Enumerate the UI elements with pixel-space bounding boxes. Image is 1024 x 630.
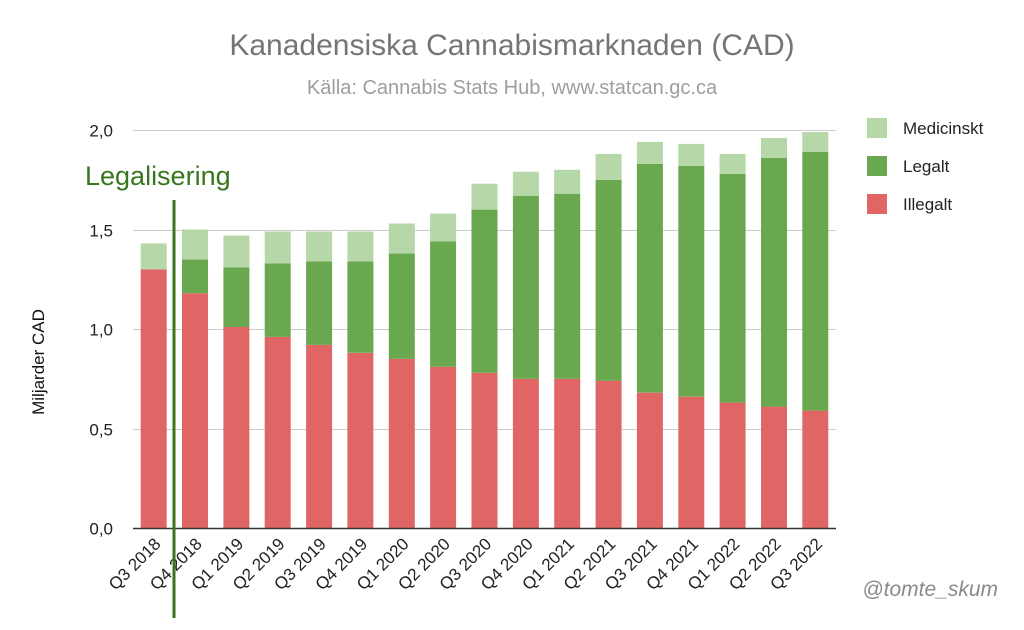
legend-label-illegalt: Illegalt bbox=[903, 195, 952, 214]
bar-legalt bbox=[306, 261, 333, 345]
bar-legalt bbox=[264, 263, 291, 337]
bar-medicinskt bbox=[678, 143, 705, 166]
bar-legalt bbox=[347, 261, 374, 353]
y-axis-ticks: 0,0 0,5 1,0 1,5 2,0 bbox=[89, 122, 113, 539]
bar-medicinskt bbox=[306, 231, 333, 262]
bar-medicinskt bbox=[512, 171, 539, 196]
bar-illegalt bbox=[388, 358, 415, 528]
bar-medicinskt bbox=[636, 141, 663, 164]
bar-medicinskt bbox=[347, 231, 374, 262]
chart-subtitle: Källa: Cannabis Stats Hub, www.statcan.g… bbox=[307, 77, 718, 99]
bar-legalt bbox=[761, 157, 787, 407]
bar-illegalt bbox=[595, 380, 622, 528]
legend-swatch-legalt bbox=[867, 156, 887, 176]
chart-title: Kanadensiska Cannabismarknaden (CAD) bbox=[229, 29, 794, 62]
y-tick-label: 0,0 bbox=[89, 520, 113, 539]
bar-illegalt bbox=[182, 293, 208, 528]
legend-swatch-medicinskt bbox=[867, 118, 887, 138]
bar-medicinskt bbox=[140, 243, 167, 270]
bar-medicinskt bbox=[761, 138, 787, 158]
legend-swatch-illegalt bbox=[867, 194, 887, 214]
bar-illegalt bbox=[140, 269, 167, 528]
y-axis-label: Miljarder CAD bbox=[29, 309, 48, 415]
bar-medicinskt bbox=[554, 169, 581, 194]
bar-medicinskt bbox=[264, 231, 291, 264]
bar-legalt bbox=[802, 151, 829, 411]
bar-illegalt bbox=[554, 378, 581, 529]
bar-illegalt bbox=[471, 372, 498, 528]
legend: Medicinskt Legalt Illegalt bbox=[867, 118, 984, 214]
bar-legalt bbox=[719, 173, 746, 403]
y-tick-label: 2,0 bbox=[89, 122, 113, 141]
bar-illegalt bbox=[678, 396, 705, 528]
legalisation-annotation: Legalisering bbox=[85, 161, 231, 191]
bar-legalt bbox=[223, 267, 250, 327]
bar-medicinskt bbox=[388, 223, 415, 254]
bar-medicinskt bbox=[719, 153, 746, 174]
bar-illegalt bbox=[347, 352, 374, 528]
bar-illegalt bbox=[636, 392, 663, 528]
bar-medicinskt bbox=[471, 183, 498, 210]
bar-illegalt bbox=[430, 366, 457, 528]
bar-legalt bbox=[678, 165, 705, 397]
author-credit: @tomte_skum bbox=[862, 578, 998, 601]
bar-illegalt bbox=[264, 337, 291, 528]
y-tick-label: 0,5 bbox=[89, 421, 113, 440]
bar-legalt bbox=[182, 259, 208, 294]
bar-legalt bbox=[636, 163, 663, 393]
bar-medicinskt bbox=[802, 132, 829, 152]
bar-illegalt bbox=[761, 406, 787, 528]
bar-medicinskt bbox=[595, 153, 622, 180]
bar-legalt bbox=[471, 209, 498, 373]
legend-label-legalt: Legalt bbox=[903, 157, 950, 176]
y-tick-label: 1,0 bbox=[89, 321, 113, 340]
bar-illegalt bbox=[223, 327, 250, 528]
y-tick-label: 1,5 bbox=[89, 222, 113, 241]
bars bbox=[140, 132, 829, 529]
bar-medicinskt bbox=[223, 235, 250, 268]
bar-illegalt bbox=[306, 344, 333, 528]
bar-illegalt bbox=[512, 378, 539, 529]
bar-legalt bbox=[388, 253, 415, 359]
bar-medicinskt bbox=[182, 229, 208, 260]
bar-legalt bbox=[512, 195, 539, 379]
bar-legalt bbox=[554, 193, 581, 379]
bar-legalt bbox=[430, 241, 457, 367]
legend-label-medicinskt: Medicinskt bbox=[903, 119, 984, 138]
bar-illegalt bbox=[802, 410, 829, 528]
bar-illegalt bbox=[719, 402, 746, 528]
bar-legalt bbox=[595, 179, 622, 381]
bar-medicinskt bbox=[430, 213, 457, 242]
